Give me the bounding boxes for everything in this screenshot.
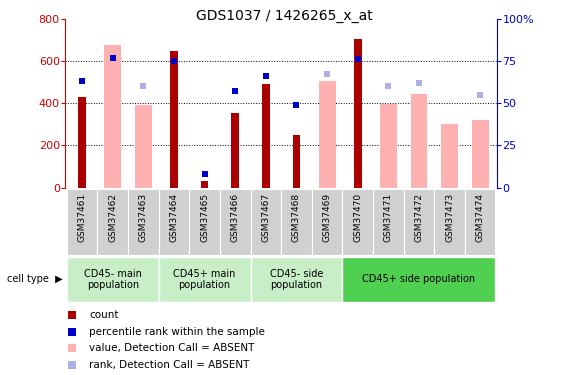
Bar (78, 97, 86, 188)
Text: CD45- main
population: CD45- main population (84, 268, 141, 290)
FancyBboxPatch shape (67, 189, 98, 255)
FancyBboxPatch shape (189, 189, 220, 255)
Text: GSM37472: GSM37472 (415, 193, 423, 242)
FancyBboxPatch shape (158, 189, 189, 255)
Text: GSM37473: GSM37473 (445, 193, 454, 242)
Bar (170, 51, 178, 188)
FancyBboxPatch shape (312, 189, 343, 255)
FancyBboxPatch shape (343, 189, 373, 255)
FancyBboxPatch shape (373, 189, 404, 255)
Text: GSM37469: GSM37469 (323, 193, 332, 242)
FancyBboxPatch shape (128, 189, 158, 255)
Bar (231, 112, 239, 188)
FancyBboxPatch shape (465, 189, 495, 255)
Text: GDS1037 / 1426265_x_at: GDS1037 / 1426265_x_at (195, 9, 373, 23)
FancyBboxPatch shape (220, 189, 250, 255)
Text: count: count (89, 310, 119, 321)
FancyBboxPatch shape (435, 189, 465, 255)
FancyBboxPatch shape (98, 189, 128, 255)
Text: CD45+ side population: CD45+ side population (362, 274, 475, 284)
Bar (262, 84, 270, 188)
Text: GSM37463: GSM37463 (139, 193, 148, 242)
FancyBboxPatch shape (250, 257, 343, 302)
Bar (441, 124, 458, 188)
FancyBboxPatch shape (281, 189, 312, 255)
FancyBboxPatch shape (404, 189, 435, 255)
Text: GSM37468: GSM37468 (292, 193, 301, 242)
FancyBboxPatch shape (343, 257, 495, 302)
Bar (380, 104, 396, 188)
Text: GSM37466: GSM37466 (231, 193, 240, 242)
Bar (354, 39, 361, 188)
Text: value, Detection Call = ABSENT: value, Detection Call = ABSENT (89, 343, 254, 353)
Text: GSM37465: GSM37465 (200, 193, 209, 242)
Bar (135, 105, 152, 188)
Text: percentile rank within the sample: percentile rank within the sample (89, 327, 265, 337)
FancyBboxPatch shape (250, 189, 281, 255)
Text: GSM37464: GSM37464 (169, 193, 178, 242)
FancyBboxPatch shape (158, 257, 250, 302)
Bar (105, 45, 121, 188)
Text: GSM37471: GSM37471 (384, 193, 393, 242)
Bar (293, 135, 300, 188)
Bar (319, 81, 336, 188)
Text: GSM37461: GSM37461 (78, 193, 87, 242)
Bar (411, 94, 427, 188)
Text: CD45- side
population: CD45- side population (270, 268, 323, 290)
Bar (201, 181, 208, 188)
Text: CD45+ main
population: CD45+ main population (173, 268, 236, 290)
Text: GSM37467: GSM37467 (261, 193, 270, 242)
Text: GSM37470: GSM37470 (353, 193, 362, 242)
Text: GSM37462: GSM37462 (108, 193, 117, 242)
Text: GSM37474: GSM37474 (475, 193, 485, 242)
Bar (472, 120, 488, 188)
Text: rank, Detection Call = ABSENT: rank, Detection Call = ABSENT (89, 360, 249, 370)
FancyBboxPatch shape (67, 257, 158, 302)
Text: cell type  ▶: cell type ▶ (7, 274, 62, 284)
